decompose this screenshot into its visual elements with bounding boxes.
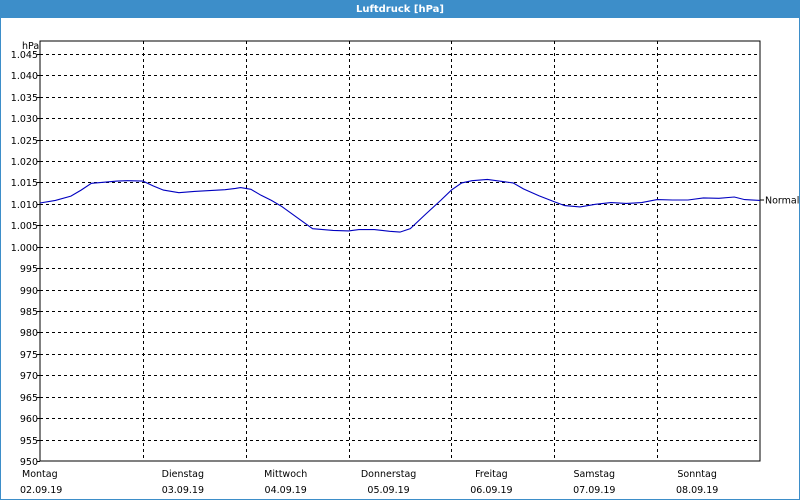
y-tick-label: 1.005	[11, 221, 38, 232]
y-axis-label: hPa	[22, 41, 39, 52]
x-tick-date-label: 04.09.19	[265, 485, 307, 496]
x-tick-date-label: 03.09.19	[162, 485, 204, 496]
x-tick-day-label: Sonntag	[677, 469, 716, 480]
x-tick-day-label: Mittwoch	[264, 469, 307, 480]
x-tick-date-label: 05.09.19	[367, 485, 409, 496]
y-tick-label: 1.040	[11, 71, 38, 82]
y-tick-label: 960	[20, 414, 38, 425]
y-tick-label: 1.000	[11, 243, 38, 254]
y-tick-label: 965	[20, 393, 38, 404]
x-tick-day-label: Freitag	[475, 469, 508, 480]
y-tick-label: 975	[20, 350, 38, 361]
y-tick-label: 950	[20, 457, 38, 468]
y-tick-label: 1.025	[11, 136, 38, 147]
y-tick-label: 995	[20, 264, 38, 275]
y-tick-label: 1.015	[11, 178, 38, 189]
y-tick-label: 970	[20, 371, 38, 382]
x-tick-date-label: 02.09.19	[20, 485, 62, 496]
y-tick-label: 1.035	[11, 93, 38, 104]
y-tick-label: 1.030	[11, 114, 38, 125]
reference-label: Normal	[765, 196, 799, 207]
x-tick-date-label: 08.09.19	[676, 485, 718, 496]
y-tick-label: 1.010	[11, 200, 38, 211]
y-tick-label: 980	[20, 328, 38, 339]
x-tick-date-label: 07.09.19	[573, 485, 615, 496]
y-tick-label: 990	[20, 286, 38, 297]
plot-frame	[39, 40, 761, 462]
x-tick-date-label: 06.09.19	[470, 485, 512, 496]
pressure-line	[39, 178, 761, 233]
y-tick-label: 955	[20, 436, 38, 447]
x-tick-day-label: Dienstag	[162, 469, 204, 480]
chart-title: Luftdruck [hPa]	[1, 1, 799, 18]
x-tick-day-label: Donnerstag	[361, 469, 416, 480]
y-tick-label: 1.020	[11, 157, 38, 168]
y-tick-label: 1.045	[11, 50, 38, 61]
x-tick-day-label: Samstag	[573, 469, 615, 480]
x-tick-day-label: Montag	[22, 469, 58, 480]
y-tick-label: 985	[20, 307, 38, 318]
